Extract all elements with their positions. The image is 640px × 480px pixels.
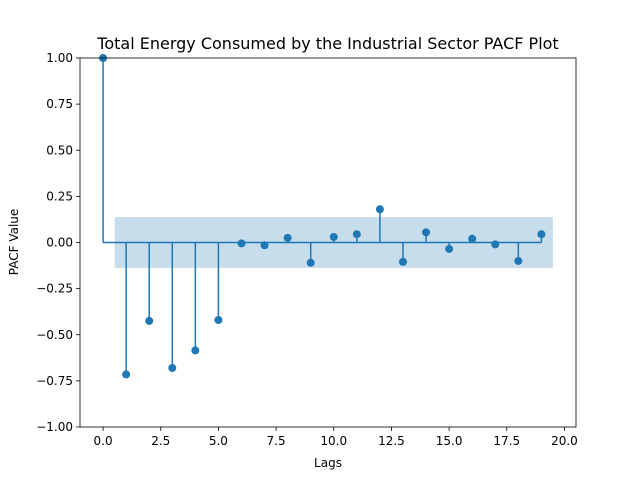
y-tick-label: 0.50 bbox=[46, 143, 73, 157]
chart-title: Total Energy Consumed by the Industrial … bbox=[96, 34, 558, 53]
data-point bbox=[422, 228, 431, 237]
data-point bbox=[537, 230, 546, 239]
x-tick-label: 5.0 bbox=[209, 434, 228, 448]
x-tick-label: 17.5 bbox=[493, 434, 520, 448]
data-point bbox=[352, 230, 361, 239]
x-tick-label: 20.0 bbox=[551, 434, 578, 448]
y-tick-label: −0.75 bbox=[36, 374, 73, 388]
x-tick-label: 12.5 bbox=[378, 434, 405, 448]
x-tick-label: 0.0 bbox=[94, 434, 113, 448]
y-tick-label: −1.00 bbox=[36, 420, 73, 434]
x-axis-label: Lags bbox=[314, 456, 342, 470]
plot-area: 0.0 2.5 5.0 7.5 10.0 12.5 15.0 17.5 20.0 −1.00 −0.… bbox=[36, 51, 578, 448]
x-tick-label: 10.0 bbox=[320, 434, 347, 448]
data-point bbox=[237, 239, 246, 248]
data-point bbox=[168, 363, 177, 372]
x-tick-label: 7.5 bbox=[267, 434, 286, 448]
data-point bbox=[491, 240, 500, 249]
data-point bbox=[375, 205, 384, 214]
y-tick-label: 0.75 bbox=[46, 97, 73, 111]
data-point bbox=[122, 370, 131, 379]
y-tick-label: 0.00 bbox=[46, 236, 73, 250]
x-tick-label: 15.0 bbox=[436, 434, 463, 448]
data-point bbox=[398, 257, 407, 266]
data-point bbox=[260, 241, 269, 250]
data-point bbox=[145, 316, 154, 325]
data-point bbox=[514, 256, 523, 265]
data-point bbox=[445, 244, 454, 253]
y-tick-label: −0.25 bbox=[36, 282, 73, 296]
data-point bbox=[191, 346, 200, 355]
y-tick-label: 0.25 bbox=[46, 189, 73, 203]
data-point bbox=[214, 315, 223, 324]
data-point bbox=[329, 232, 338, 241]
y-tick-label: 1.00 bbox=[46, 51, 73, 65]
x-tick-label: 2.5 bbox=[151, 434, 170, 448]
data-point bbox=[306, 258, 315, 267]
y-axis-label: PACF Value bbox=[7, 209, 21, 276]
y-tick-label: −0.50 bbox=[36, 328, 73, 342]
data-point bbox=[283, 233, 292, 242]
data-point bbox=[468, 234, 477, 243]
